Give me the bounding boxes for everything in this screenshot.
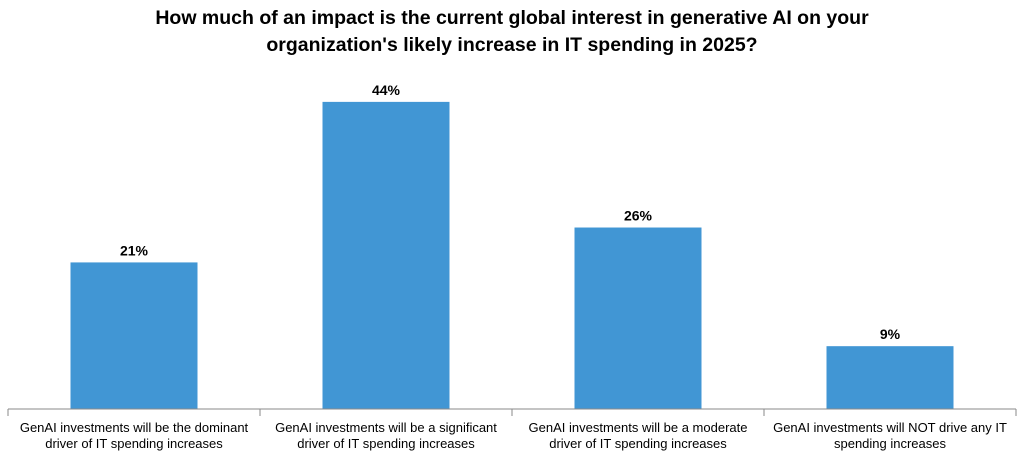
category-label-4-line-2: spending increases: [834, 436, 947, 451]
category-labels: GenAI investments will be the dominantdr…: [20, 420, 1007, 451]
data-label-3: 26%: [624, 208, 653, 224]
x-axis: [7, 408, 1017, 416]
category-label-4-line-1: GenAI investments will NOT drive any IT: [773, 420, 1007, 435]
category-label-2-line-2: driver of IT spending increases: [297, 436, 475, 451]
bar-3: [574, 227, 702, 409]
bars: [70, 101, 954, 409]
category-label-3-line-2: driver of IT spending increases: [549, 436, 727, 451]
category-label-2-line-1: GenAI investments will be a significant: [275, 420, 497, 435]
category-label-3-line-1: GenAI investments will be a moderate: [529, 420, 748, 435]
data-label-2: 44%: [372, 82, 401, 98]
bar-2: [322, 101, 450, 409]
data-label-1: 21%: [120, 242, 149, 258]
chart-title: How much of an impact is the current glo…: [155, 7, 869, 56]
category-label-1-line-2: driver of IT spending increases: [45, 436, 223, 451]
bar-4: [826, 346, 954, 409]
bar-1: [70, 262, 198, 409]
chart-title-line-2: organization's likely increase in IT spe…: [266, 34, 757, 56]
category-label-1-line-1: GenAI investments will be the dominant: [20, 420, 249, 435]
data-labels: 21% 44% 26% 9%: [120, 82, 901, 342]
data-label-4: 9%: [880, 326, 901, 342]
chart-title-line-1: How much of an impact is the current glo…: [155, 7, 869, 29]
